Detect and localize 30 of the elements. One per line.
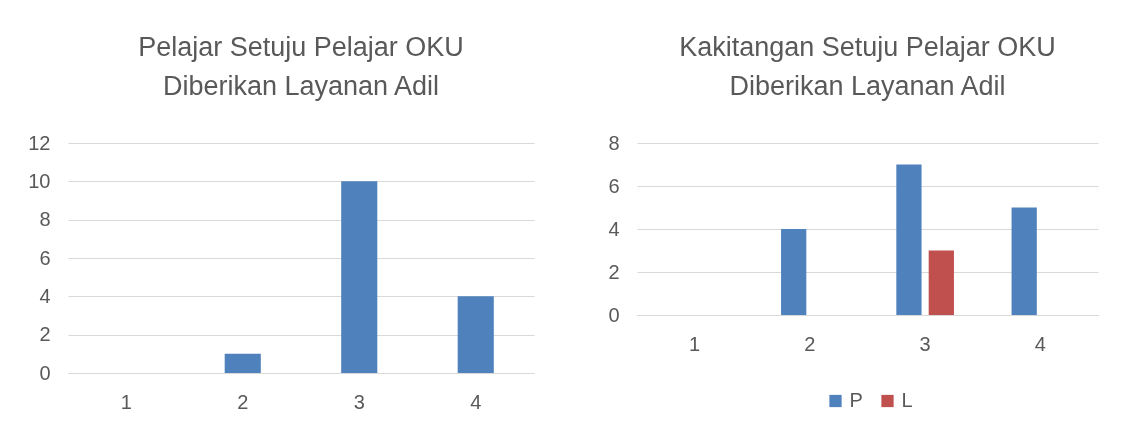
- x-tick-label: 3: [919, 332, 931, 355]
- x-tick-label: 2: [804, 332, 816, 355]
- bar: [781, 229, 807, 315]
- y-tick-label: 12: [28, 131, 51, 154]
- bar: [1011, 207, 1037, 315]
- legend-label: P: [849, 389, 863, 411]
- x-tick-label: 1: [120, 390, 132, 413]
- bar: [896, 164, 922, 315]
- x-tick-label: 4: [1034, 332, 1046, 355]
- y-tick-label: 2: [608, 260, 620, 283]
- bar: [457, 296, 494, 373]
- y-tick-label: 8: [39, 208, 51, 231]
- x-tick-label: 1: [689, 332, 701, 355]
- bar: [341, 181, 378, 373]
- legend-label: L: [901, 389, 913, 411]
- y-tick-label: 6: [39, 246, 51, 269]
- x-tick-label: 4: [470, 390, 482, 413]
- y-tick-label: 4: [608, 217, 620, 240]
- y-tick-label: 0: [608, 303, 620, 326]
- chart-title: Kakitangan Setuju Pelajar OKU Diberikan Layanan Adil: [679, 32, 1056, 101]
- y-tick-label: 6: [608, 174, 620, 197]
- x-tick-label: 3: [353, 390, 365, 413]
- y-tick-label: 8: [608, 131, 620, 154]
- y-tick-label: 10: [28, 169, 51, 192]
- bar: [928, 250, 954, 315]
- bar: [224, 353, 261, 373]
- y-tick-label: 0: [39, 361, 51, 384]
- y-tick-label: 4: [39, 284, 51, 307]
- chart-title: Pelajar Setuju Pelajar OKU Diberikan Layanan Adil: [138, 32, 464, 101]
- x-tick-label: 2: [237, 390, 249, 413]
